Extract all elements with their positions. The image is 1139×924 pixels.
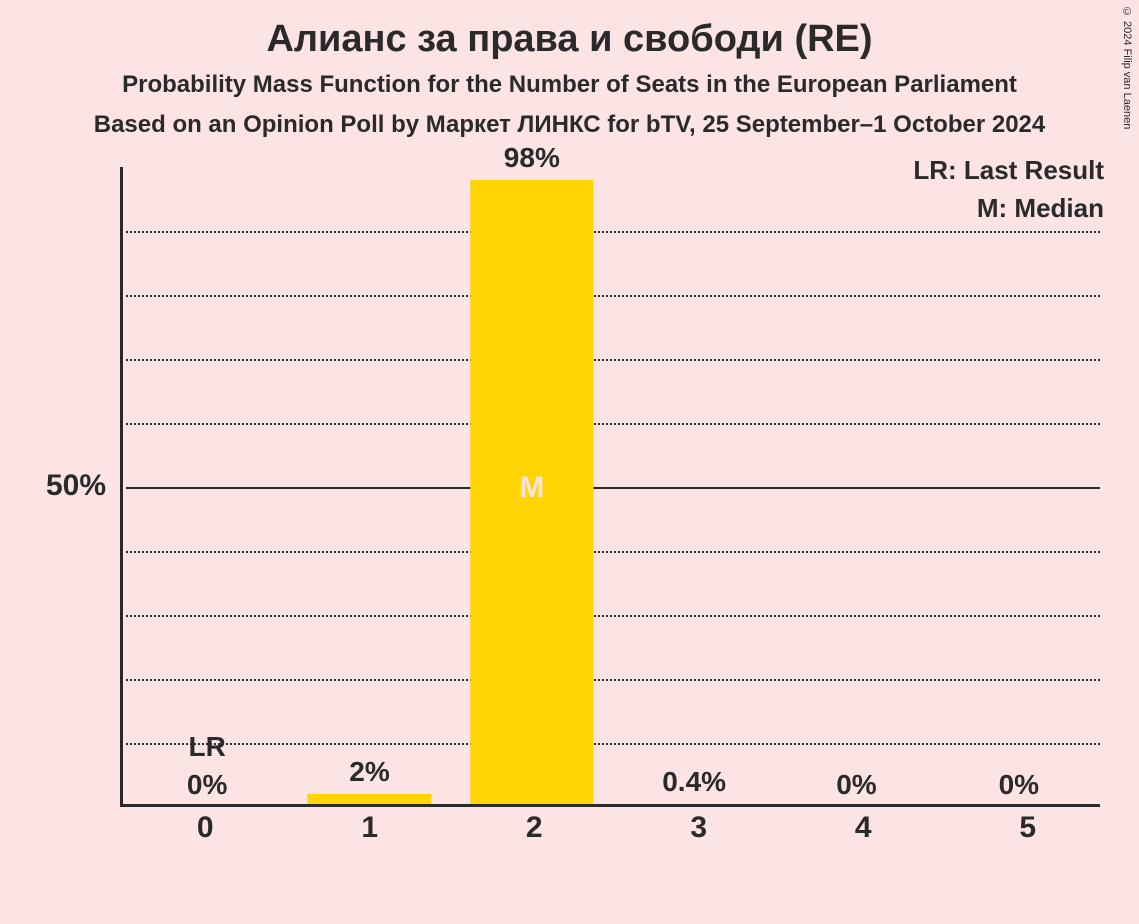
chart-area: LR: Last Result M: Median 50% 0%LR2%98%M…	[120, 149, 1110, 849]
bar-slot: 0% LR	[126, 167, 288, 807]
bar-value-label: 0%	[938, 769, 1100, 801]
bar-slot: 98%M	[451, 167, 613, 807]
bar-value-label: 0%	[126, 769, 288, 801]
lr-marker: LR	[126, 731, 288, 763]
bars-container: 0%LR2%98%M0.4%0%0%	[126, 167, 1100, 807]
chart-subtitle: Probability Mass Function for the Number…	[0, 61, 1139, 99]
chart-source: Based on an Opinion Poll by Маркет ЛИНКС…	[0, 99, 1139, 139]
bar-slot: 2%	[288, 167, 450, 807]
x-axis-line	[123, 804, 1100, 807]
bar-value-label: 98%	[451, 142, 613, 174]
x-axis-tick-label: 2	[452, 811, 617, 845]
bar-value-label: 0%	[775, 769, 937, 801]
copyright-text: © 2024 Filip van Laenen	[1121, 6, 1133, 129]
x-axis-tick-label: 5	[946, 811, 1111, 845]
bar-value-label: 2%	[288, 756, 450, 788]
x-axis-tick-label: 3	[617, 811, 782, 845]
bar-slot: 0.4%	[613, 167, 775, 807]
bar-slot: 0%	[938, 167, 1100, 807]
bar-value-label: 0.4%	[613, 766, 775, 798]
chart-title: Алианс за права и свободи (RE)	[0, 0, 1139, 61]
y-axis-label-50: 50%	[16, 469, 106, 503]
x-axis-tick-label: 0	[123, 811, 288, 845]
x-axis-labels: 012345	[123, 811, 1110, 845]
median-marker: M	[451, 471, 613, 505]
x-axis-tick-label: 4	[781, 811, 946, 845]
plot-region: 0%LR2%98%M0.4%0%0%	[120, 167, 1100, 807]
bar-slot: 0%	[775, 167, 937, 807]
x-axis-tick-label: 1	[288, 811, 453, 845]
